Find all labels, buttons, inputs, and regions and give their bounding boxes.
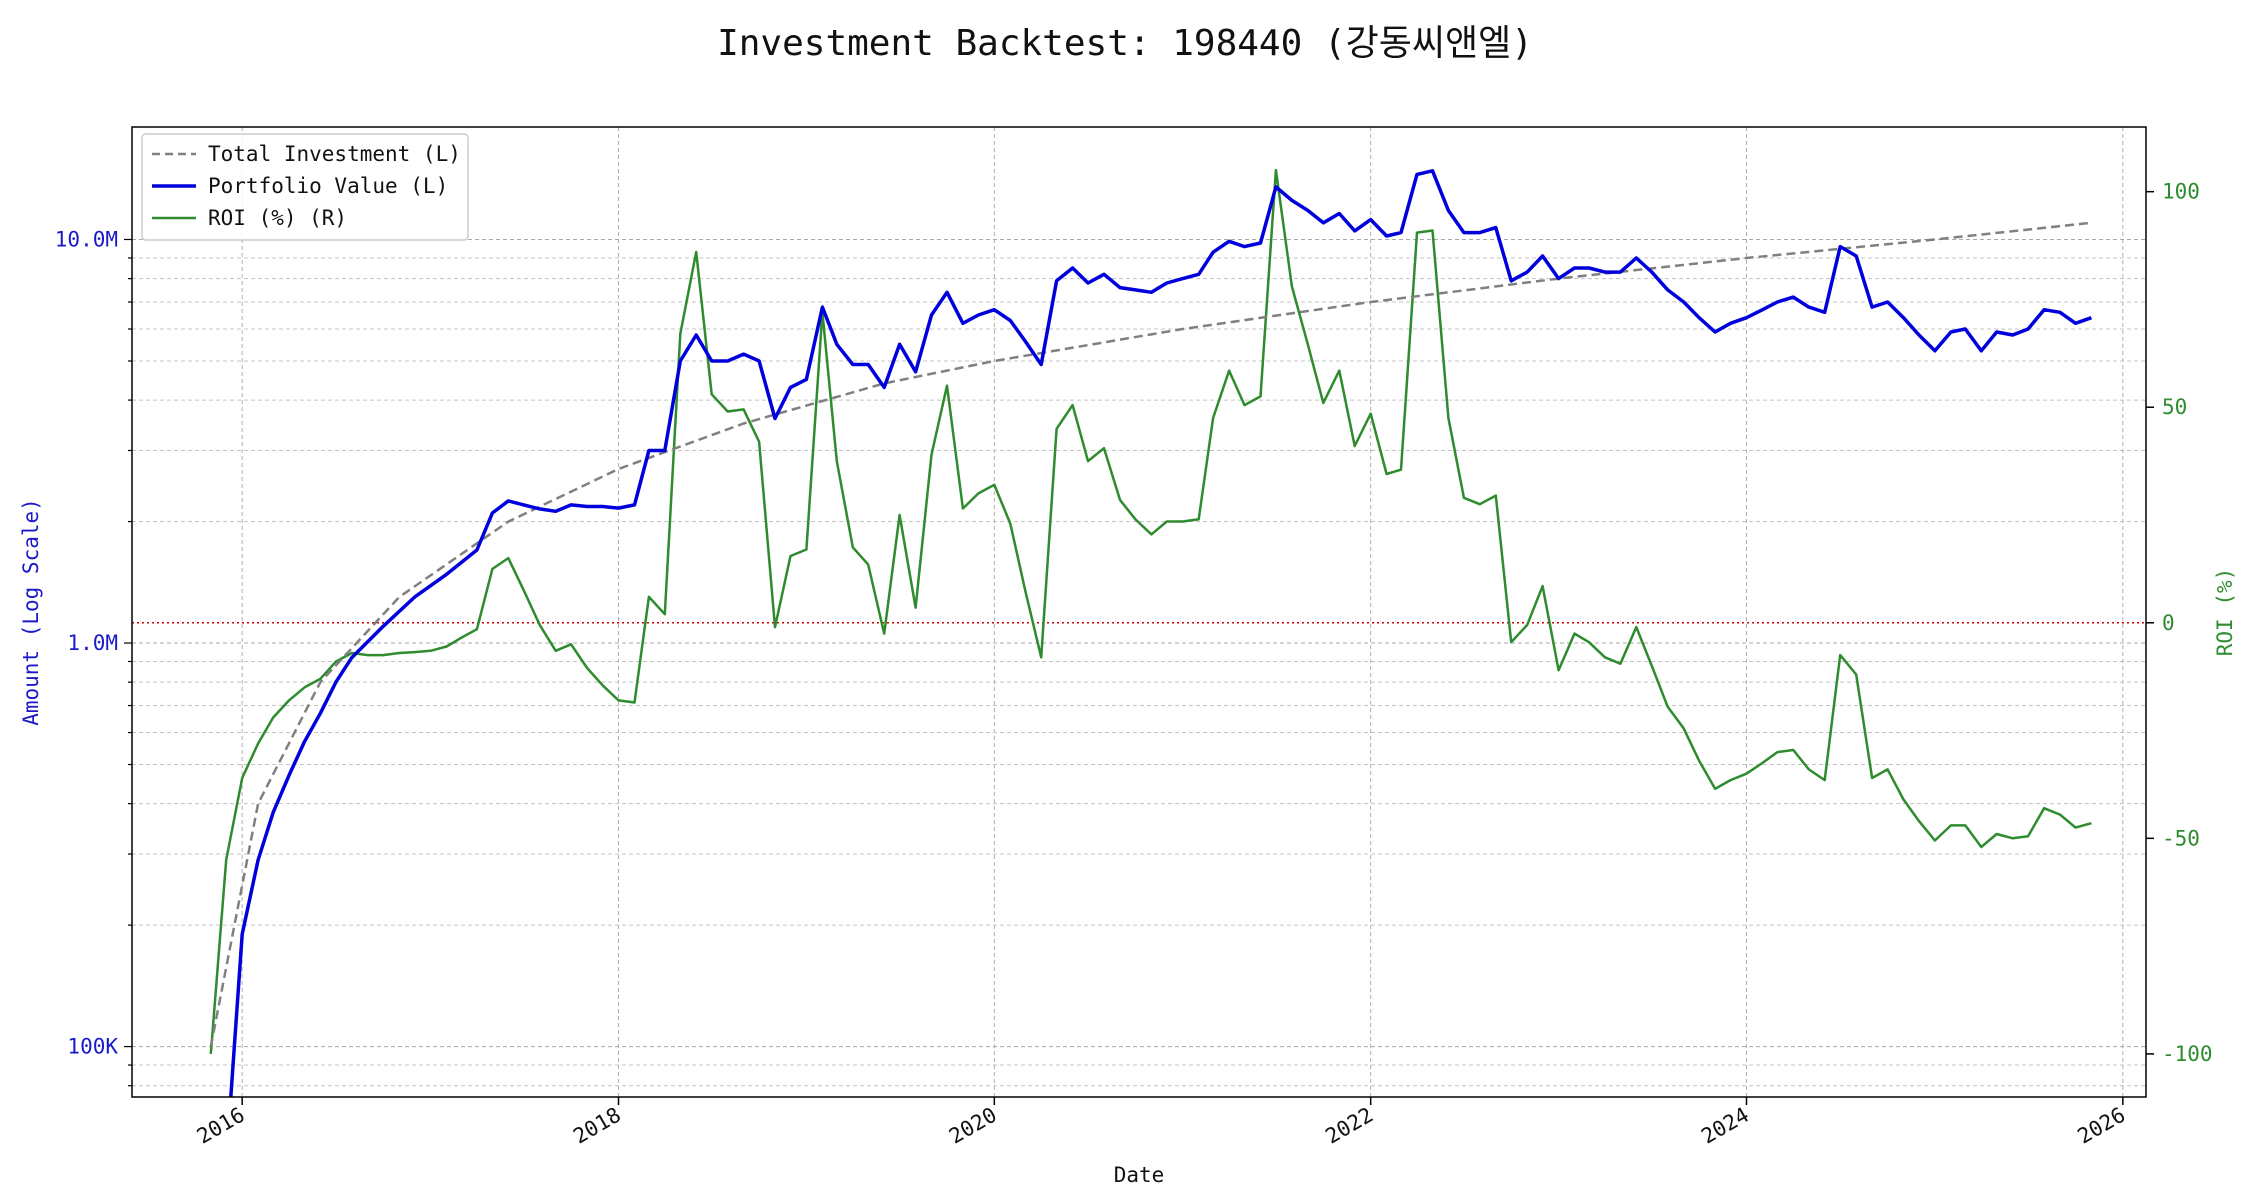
y-axis-left-label: Amount (Log Scale) (19, 498, 43, 726)
y-right-tick-label: 0 (2162, 611, 2175, 635)
y-right-tick-label: 100 (2162, 180, 2200, 204)
x-tick-label: 2026 (2074, 1103, 2130, 1149)
y-left-tick-label: 100K (67, 1035, 118, 1059)
y-axis-right-label: ROI (%) (2213, 568, 2237, 657)
axes: 2016 2018 2020 2022 2024 2026 100K 1.0M 10.0M 100… (55, 180, 2213, 1149)
legend: Total Investment (L) Portfolio Value (L) R… (141, 133, 469, 241)
series-lines (209, 168, 2092, 1098)
plot-frame (131, 126, 2147, 1098)
series-line-0 (209, 221, 2092, 1047)
y-right-tick-label: 50 (2162, 395, 2187, 419)
legend-label-0: Total Investment (L) (208, 142, 461, 166)
x-tick-label: 2020 (945, 1103, 1001, 1149)
x-tick-label: 2018 (569, 1103, 625, 1149)
series-line-1 (229, 169, 2092, 1098)
y-left-tick-label: 1.0M (67, 631, 118, 655)
legend-label-1: Portfolio Value (L) (208, 174, 448, 198)
y-right-tick-label: -50 (2162, 826, 2200, 850)
grid-lines (132, 127, 2146, 1097)
x-axis-label: Date (1114, 1163, 1165, 1187)
x-tick-label: 2016 (193, 1103, 249, 1149)
legend-box (141, 133, 469, 241)
x-tick-label: 2022 (1321, 1103, 1377, 1149)
x-tick-label: 2024 (1697, 1103, 1753, 1149)
legend-label-2: ROI (%) (R) (208, 206, 347, 230)
y-right-tick-label: -100 (2162, 1042, 2213, 1066)
series-line-2 (209, 168, 2092, 1054)
y-left-tick-label: 10.0M (55, 227, 118, 251)
chart-title: Investment Backtest: 198440 (강동씨앤엘) (717, 23, 1533, 64)
